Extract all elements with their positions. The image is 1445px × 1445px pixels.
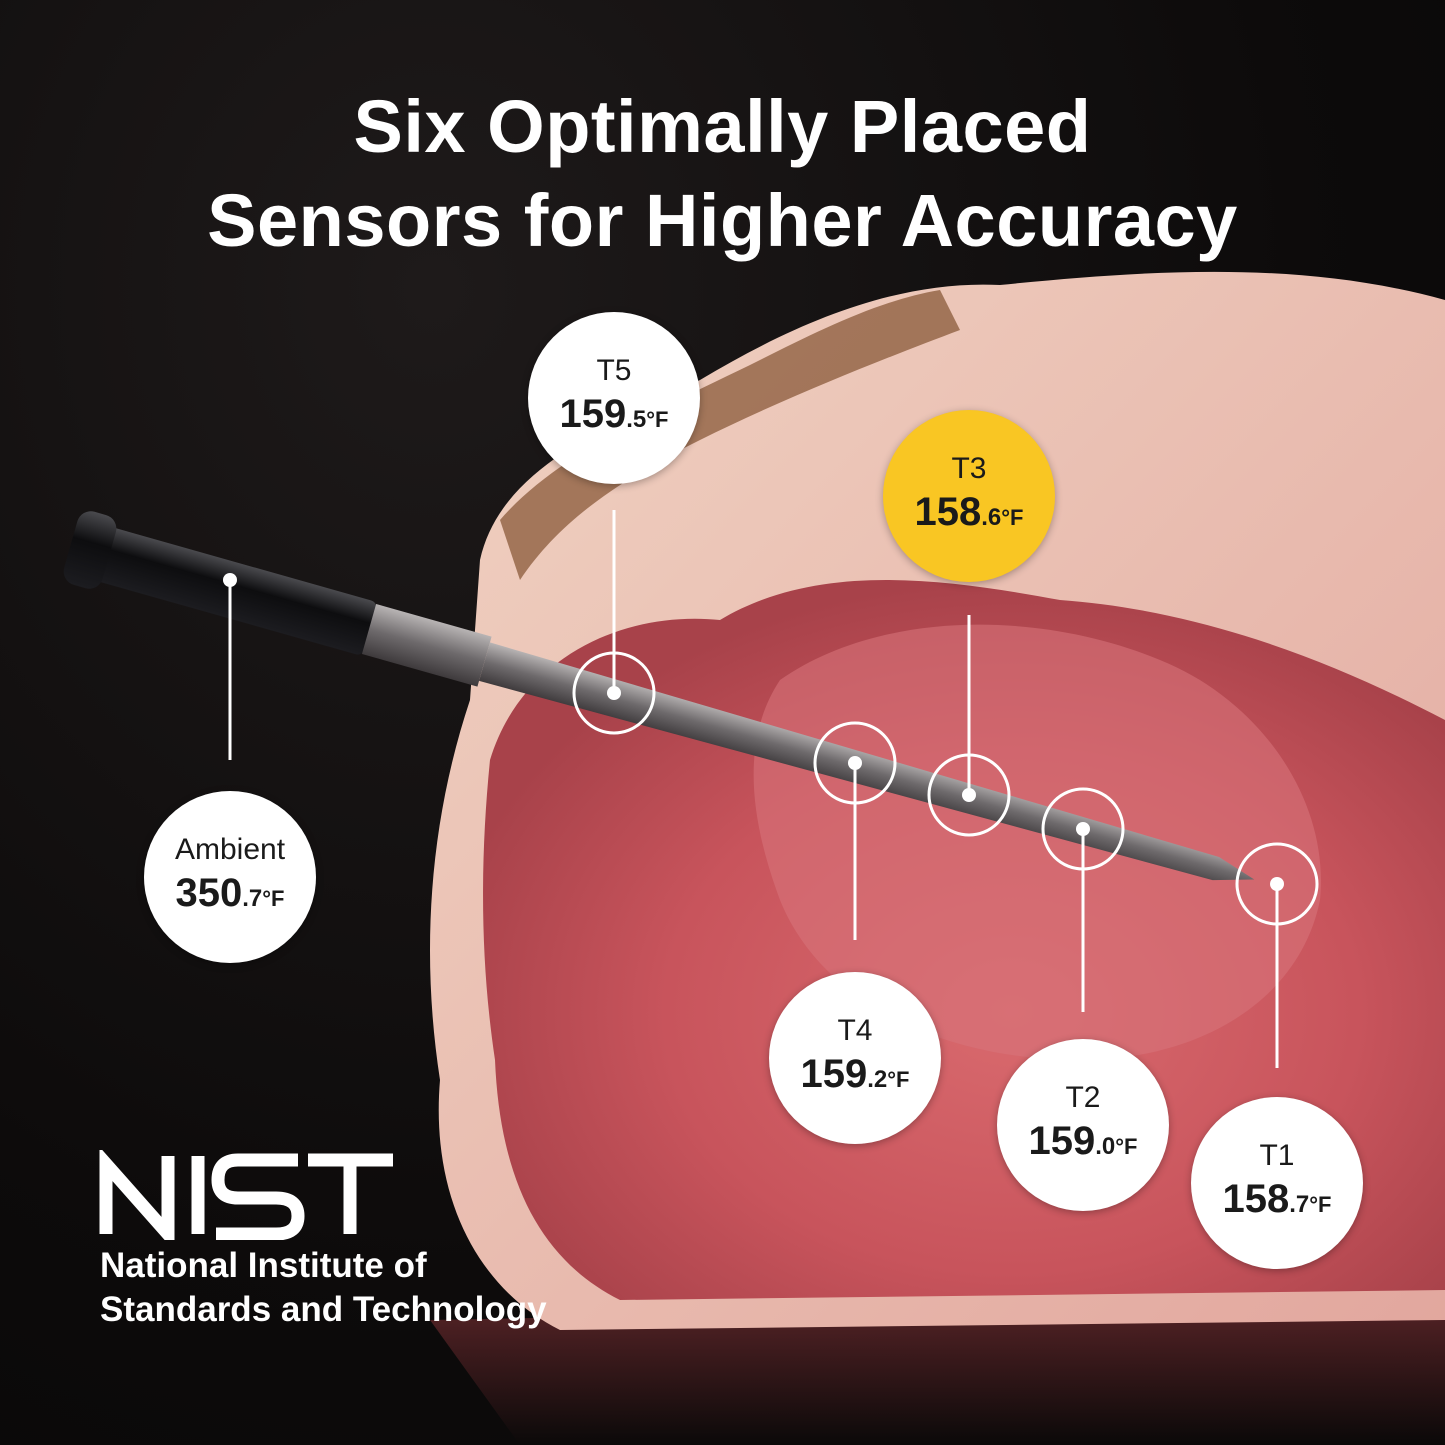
nist-name-line-2: Standards and Technology	[100, 1290, 547, 1329]
temp-decimal: .7	[1289, 1191, 1310, 1218]
sensor-name: T4	[837, 1014, 873, 1047]
sensor-t5-reading: T5 159.5°F	[528, 312, 700, 484]
temp-decimal: .0	[1095, 1133, 1116, 1160]
sensor-name: Ambient	[174, 833, 286, 866]
sensor-name: T3	[951, 452, 987, 485]
temp-unit: °F	[1001, 505, 1024, 530]
temp-whole: 158	[1222, 1177, 1290, 1221]
temp-unit: °F	[887, 1067, 910, 1092]
temp-whole: 350	[175, 871, 243, 915]
sensor-rings	[572, 651, 1319, 926]
probe-handle	[76, 522, 377, 655]
headline: Six Optimally Placed Sensors for Higher …	[0, 80, 1445, 268]
sensor-t2-reading: T2 159.0°F	[997, 1039, 1169, 1211]
nist-name: National Institute of Standards and Tech…	[100, 1244, 547, 1332]
temp-unit: °F	[1115, 1134, 1138, 1159]
temp-decimal: .2	[867, 1066, 888, 1093]
headline-line-2: Sensors for Higher Accuracy	[207, 179, 1238, 262]
table-reflection	[430, 1300, 1445, 1445]
temp-whole: 159	[800, 1052, 868, 1096]
temp-unit: °F	[262, 886, 285, 911]
nist-name-line-1: National Institute of	[100, 1246, 427, 1285]
nist-logo	[99, 1150, 393, 1240]
temp-whole: 159	[559, 392, 627, 436]
temp-unit: °F	[1309, 1192, 1332, 1217]
temp-decimal: .6	[981, 504, 1002, 531]
headline-line-1: Six Optimally Placed	[353, 85, 1092, 168]
temp-whole: 159	[1028, 1119, 1096, 1163]
meat-eye	[753, 624, 1321, 1060]
sensor-t1-reading: T1 158.7°F	[1191, 1097, 1363, 1269]
sensor-t4-reading: T4 159.2°F	[769, 972, 941, 1144]
temp-unit: °F	[646, 407, 669, 432]
sensor-ambient-reading: Ambient 350.7°F	[144, 791, 316, 963]
sensor-name: T1	[1259, 1139, 1295, 1172]
meat-crust	[500, 290, 960, 580]
temp-decimal: .7	[242, 885, 263, 912]
probe-ferrule	[361, 603, 492, 687]
probe-shaft	[479, 642, 1255, 881]
temp-decimal: .5	[626, 406, 647, 433]
sensor-t3-reading: T3 158.6°F	[883, 410, 1055, 582]
temp-whole: 158	[914, 490, 982, 534]
sensor-name: T2	[1065, 1081, 1101, 1114]
sensor-name: T5	[596, 354, 632, 387]
probe-handle-cap	[63, 511, 117, 589]
